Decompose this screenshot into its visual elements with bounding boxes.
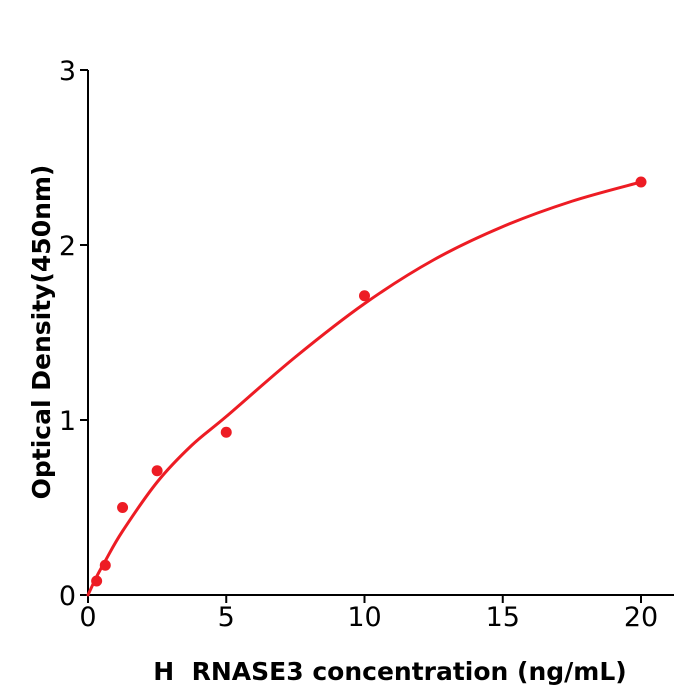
axis-spines [87, 70, 674, 596]
y-tick-label: 0 [59, 581, 76, 612]
data-point [99, 559, 111, 571]
x-tick-label: 5 [218, 602, 235, 633]
x-tick-label: 20 [624, 602, 658, 633]
data-point [635, 176, 647, 188]
data-point [220, 426, 232, 438]
data-point [151, 465, 163, 477]
x-tick-label: 10 [347, 602, 381, 633]
y-tick-label: 2 [59, 231, 76, 262]
fit-curve [86, 180, 643, 597]
data-point [117, 502, 129, 513]
x-tick-label: 15 [486, 602, 520, 633]
y-tick-label: 3 [59, 56, 76, 87]
y-tick-label: 1 [59, 406, 76, 437]
x-tick-label: 0 [79, 602, 96, 633]
data-point [91, 575, 103, 587]
data-point [359, 290, 370, 302]
